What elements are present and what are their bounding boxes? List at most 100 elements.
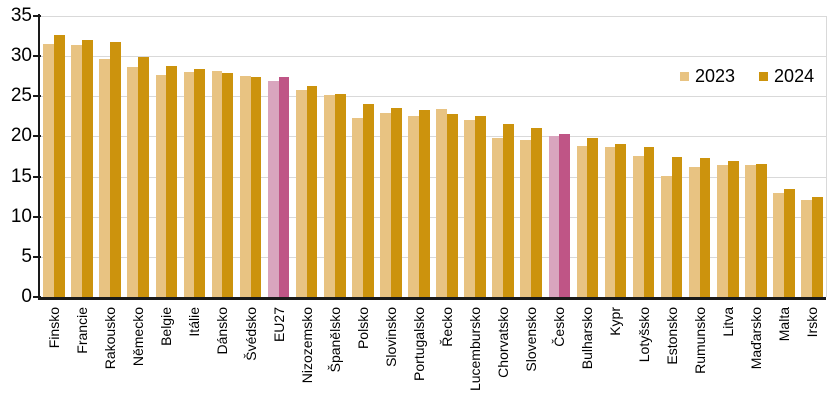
y-tick-5 (33, 255, 41, 258)
legend-item-2023: 2023 (680, 66, 735, 87)
x-axis-label-Nizozemsko: Nizozemsko (298, 307, 315, 384)
x-axis-label-EU27: EU27 (270, 307, 287, 343)
y-axis-label-0: 0 (21, 286, 32, 307)
bar-2023-Malta (773, 192, 784, 297)
x-axis-label-Estonsko: Estonsko (663, 307, 680, 365)
bar-2023-Rumunsko (688, 166, 700, 297)
chart-legend: 2023 2024 (680, 66, 814, 87)
bar-2024-Dánsko (222, 73, 234, 297)
bar-2024-Lotyšsko (643, 146, 655, 297)
y-axis-label-35: 35 (10, 5, 32, 26)
x-axis-line (38, 297, 826, 300)
y-tick-0 (33, 296, 41, 298)
y-tick-30 (33, 55, 41, 58)
bar-2023-Česko (548, 136, 560, 297)
bar-2024-Rumunsko (699, 158, 711, 297)
bar-2023-Polsko (352, 117, 363, 297)
x-axis-label-Rumunsko: Rumunsko (691, 307, 708, 374)
bar-2024-Kypr (615, 143, 627, 297)
y-axis-label-10: 10 (10, 205, 32, 227)
bar-2023-Německo (127, 66, 139, 297)
bar-2024-Chorvatsko (503, 123, 514, 297)
gridline-20 (40, 136, 826, 138)
x-axis-label-Belgie: Belgie (158, 307, 175, 346)
bar-2023-Belgie (155, 75, 167, 297)
x-axis-label-Litva: Litva (719, 307, 736, 337)
bar-2023-Lotyšsko (632, 155, 644, 297)
x-axis-label-Irsko: Irsko (803, 307, 820, 338)
x-axis-label-Itálie: Itálie (186, 307, 203, 337)
y-tick-10 (33, 215, 41, 218)
bar-2023-Slovensko (520, 139, 532, 297)
y-axis-label-25: 25 (10, 85, 32, 107)
x-axis-label-Německo: Německo (130, 307, 147, 367)
bar-2024-Itálie (194, 68, 206, 297)
bar-2024-Bulharsko (587, 138, 599, 297)
bar-2024-Portugalsko (418, 109, 430, 297)
bar-2023-Švédsko (239, 76, 251, 297)
gridline-30 (40, 56, 826, 58)
bar-2023-Španělsko (323, 95, 335, 297)
y-axis-label-15: 15 (10, 165, 32, 187)
bar-2023-Francie (71, 44, 83, 297)
bar-2023-Irsko (801, 199, 812, 297)
bar-2023-Rakousko (99, 58, 111, 297)
legend-label-2024: 2024 (774, 66, 815, 86)
x-axis-label-Dánsko: Dánsko (214, 307, 231, 355)
bar-2024-Rakousko (110, 41, 121, 297)
bar-2023-Litva (716, 164, 728, 297)
x-axis-label-Rakousko: Rakousko (102, 307, 119, 370)
x-axis-label-Česko: Česko (551, 307, 568, 347)
x-axis-label-Francie: Francie (74, 307, 91, 354)
bar-2024-Polsko (362, 104, 374, 297)
bar-2023-Portugalsko (408, 115, 419, 297)
gridline-15 (40, 176, 826, 178)
legend-item-2024: 2024 (759, 66, 814, 87)
bar-2023-Bulharsko (576, 146, 588, 297)
gridline-5 (40, 256, 826, 258)
bar-2023-Lucembursko (464, 120, 476, 297)
y-axis-label-30: 30 (10, 45, 32, 67)
x-axis-label-Slovinsko: Slovinsko (382, 307, 399, 367)
x-axis-label-Kypr: Kypr (607, 307, 624, 336)
y-tick-25 (33, 95, 41, 98)
bar-2023-EU27 (267, 81, 279, 297)
y-axis-line (38, 14, 40, 300)
gridline-10 (40, 216, 826, 218)
x-axis-label-Maďarsko: Maďarsko (747, 307, 764, 370)
x-axis-label-Finsko: Finsko (46, 307, 63, 349)
x-axis-label-Chorvatsko: Chorvatsko (495, 307, 512, 378)
legend-swatch-2024-icon (759, 72, 769, 81)
bar-2024-Malta (783, 189, 795, 297)
x-axis-label-Řecko: Řecko (439, 307, 456, 347)
bar-2024-Estonsko (671, 157, 683, 297)
bar-2023-Estonsko (660, 175, 672, 297)
y-axis-label-20: 20 (10, 125, 32, 147)
plot-right-border (826, 16, 827, 297)
bar-2023-Chorvatsko (492, 138, 504, 297)
bar-2024-Německo (138, 56, 150, 297)
bar-2023-Řecko (436, 109, 448, 297)
bar-2024-Belgie (166, 65, 178, 297)
bar-2023-Itálie (183, 72, 195, 297)
bar-2023-Nizozemsko (295, 89, 307, 297)
bar-2023-Maďarsko (745, 164, 756, 297)
bar-2024-Finsko (54, 35, 65, 297)
legend-label-2023: 2023 (695, 66, 736, 86)
x-axis-label-Bulharsko: Bulharsko (579, 307, 596, 370)
bar-2024-Řecko (447, 113, 458, 297)
bar-2024-Litva (727, 161, 739, 297)
x-axis-label-Lucembursko: Lucembursko (467, 307, 484, 392)
bar-2024-EU27 (278, 77, 290, 297)
bar-2024-Slovensko (531, 127, 543, 297)
bar-2023-Kypr (604, 146, 616, 297)
x-axis-label-Slovensko: Slovensko (523, 307, 540, 372)
bar-2024-Lucembursko (475, 115, 486, 297)
y-tick-20 (33, 135, 41, 138)
bar-2024-Nizozemsko (306, 85, 318, 297)
bar-2023-Slovinsko (380, 113, 391, 297)
bar-2024-Španělsko (334, 93, 346, 297)
legend-swatch-2023-icon (680, 72, 689, 81)
x-axis-label-Švédsko: Švédsko (242, 307, 259, 361)
